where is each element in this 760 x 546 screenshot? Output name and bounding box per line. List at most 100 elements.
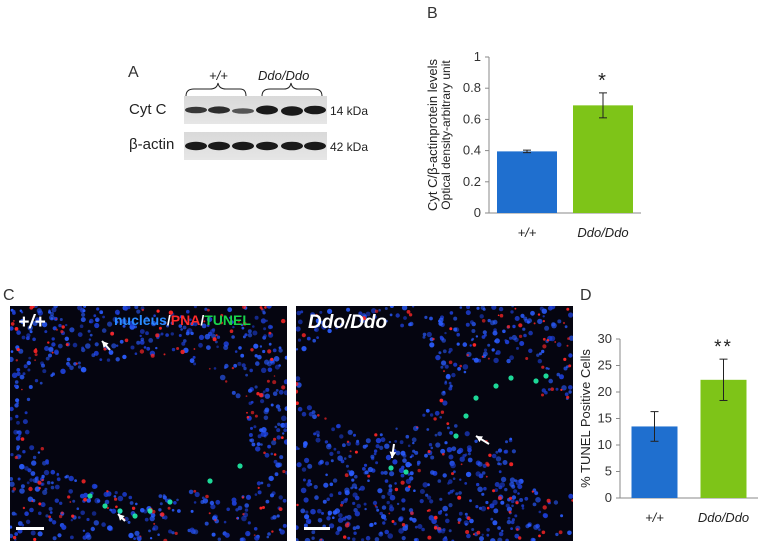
nucleus-dot [394, 482, 397, 485]
pna-dot [273, 453, 277, 456]
chart-d-category-label: Ddo/Ddo [698, 510, 749, 525]
nucleus-dot [96, 499, 101, 503]
nucleus-dot [306, 405, 312, 411]
pna-dot [531, 490, 534, 493]
nucleus-dot [148, 529, 151, 533]
nucleus-dot [323, 482, 329, 488]
nucleus-dot [365, 311, 371, 317]
nucleus-dot [10, 406, 14, 412]
nucleus-dot [413, 489, 416, 492]
nucleus-dot [384, 443, 390, 449]
nucleus-dot [272, 348, 277, 353]
tunel-dot [388, 465, 394, 471]
pna-dot [401, 523, 406, 527]
nucleus-dot [354, 511, 360, 517]
pna-dot [525, 357, 529, 360]
chart-d-y-tick-label: 5 [605, 464, 612, 479]
pna-dot [542, 320, 545, 323]
nucleus-dot [367, 479, 370, 482]
nucleus-dot [324, 440, 329, 444]
nucleus-dot [537, 359, 542, 364]
nucleus-dot [91, 483, 97, 489]
nucleus-dot [250, 426, 253, 430]
chart-d-y-tick-label: 20 [598, 384, 612, 399]
nucleus-dot [201, 496, 205, 500]
nucleus-dot [316, 323, 321, 328]
pna-dot [220, 321, 223, 325]
nucleus-dot [301, 346, 307, 352]
pna-dot [509, 462, 514, 467]
nucleus-dot [409, 517, 413, 521]
pna-dot [487, 357, 490, 360]
nucleus-dot [422, 482, 428, 488]
nucleus-dot [51, 337, 55, 341]
pna-dot [472, 343, 477, 347]
nucleus-dot [82, 529, 86, 532]
pna-dot [242, 306, 247, 309]
nucleus-dot [275, 404, 281, 409]
nucleus-dot [60, 368, 66, 374]
nucleus-dot [250, 400, 254, 404]
nucleus-dot [171, 531, 175, 535]
nucleus-dot [29, 507, 34, 513]
pna-dot [31, 306, 35, 309]
nucleus-dot [88, 320, 92, 324]
nucleus-dot [448, 386, 453, 391]
pna-dot [155, 333, 160, 338]
nucleus-dot [31, 460, 37, 466]
nucleus-dot [266, 483, 271, 488]
nucleus-dot [77, 516, 81, 519]
nucleus-dot [456, 342, 460, 346]
nucleus-dot [504, 487, 508, 492]
nucleus-dot [117, 495, 124, 502]
nucleus-dot [94, 342, 99, 347]
nucleus-dot [119, 339, 124, 344]
nucleus-dot [326, 443, 332, 450]
nucleus-dot [267, 532, 271, 536]
nucleus-dot [48, 347, 54, 353]
nucleus-dot [254, 535, 260, 541]
nucleus-dot [254, 315, 259, 320]
nucleus-dot [49, 511, 53, 514]
pna-dot [167, 506, 171, 510]
chart-b-y-axis-label: Cyt C/β-actinprotein levels [425, 59, 440, 211]
nucleus-dot [352, 501, 356, 505]
nucleus-dot [261, 427, 267, 433]
pna-dot [55, 318, 58, 320]
tunel-dot [493, 383, 499, 389]
nucleus-dot [438, 351, 442, 355]
nucleus-dot [376, 508, 380, 512]
pna-dot [151, 509, 156, 514]
pna-dot [237, 320, 240, 323]
nucleus-dot [509, 477, 515, 483]
nucleus-dot [173, 501, 177, 505]
nucleus-dot [206, 345, 211, 350]
nucleus-dot [41, 474, 45, 479]
pna-dot [139, 535, 142, 538]
pna-dot [460, 463, 463, 466]
nucleus-dot [510, 527, 513, 530]
nucleus-dot [329, 493, 334, 498]
nucleus-dot [498, 531, 504, 537]
nucleus-dot [359, 485, 365, 491]
nucleus-dot [215, 340, 218, 344]
pna-dot [417, 468, 421, 473]
nucleus-dot [193, 321, 198, 327]
pna-dot [433, 526, 438, 530]
nucleus-dot [108, 350, 114, 355]
nucleus-dot [252, 330, 258, 336]
nucleus-dot [237, 505, 243, 511]
nucleus-dot [279, 529, 285, 535]
nucleus-dot [424, 453, 428, 458]
nucleus-dot [304, 514, 310, 520]
nucleus-dot [447, 482, 450, 485]
nucleus-dot [33, 306, 38, 308]
nucleus-dot [114, 491, 118, 495]
nucleus-dot [379, 511, 383, 516]
nucleus-dot [321, 324, 327, 330]
nucleus-dot [111, 343, 117, 349]
nucleus-dot [80, 366, 87, 373]
pna-dot [271, 530, 274, 533]
nucleus-dot [247, 521, 251, 525]
nucleus-dot [18, 431, 22, 436]
